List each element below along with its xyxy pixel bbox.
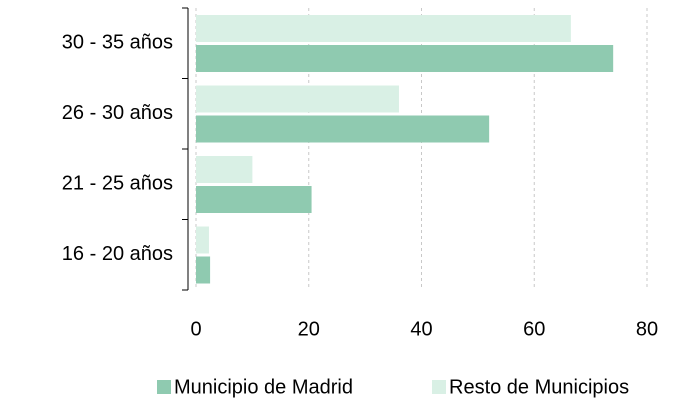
bar <box>196 256 211 284</box>
y-tick-label: 16 - 20 años <box>62 243 173 265</box>
x-tick-label: 40 <box>410 318 432 340</box>
bar <box>196 226 209 254</box>
legend-swatch <box>432 380 446 394</box>
x-tick-label: 80 <box>636 318 658 340</box>
x-tick-label: 20 <box>298 318 320 340</box>
x-tick-label: 0 <box>190 318 201 340</box>
legend-label: Resto de Municipios <box>449 376 629 398</box>
bar <box>196 85 399 113</box>
x-tick-label: 60 <box>523 318 545 340</box>
bar <box>196 15 571 42</box>
y-tick-label: 30 - 35 años <box>62 32 173 54</box>
y-tick-label: 26 - 30 años <box>62 102 173 124</box>
y-tick-label: 21 - 25 años <box>62 173 173 195</box>
bar <box>196 156 253 183</box>
legend-label: Municipio de Madrid <box>174 376 353 398</box>
legend-swatch <box>157 380 171 394</box>
bar <box>196 186 312 213</box>
bar <box>196 115 490 143</box>
bar <box>196 45 614 72</box>
